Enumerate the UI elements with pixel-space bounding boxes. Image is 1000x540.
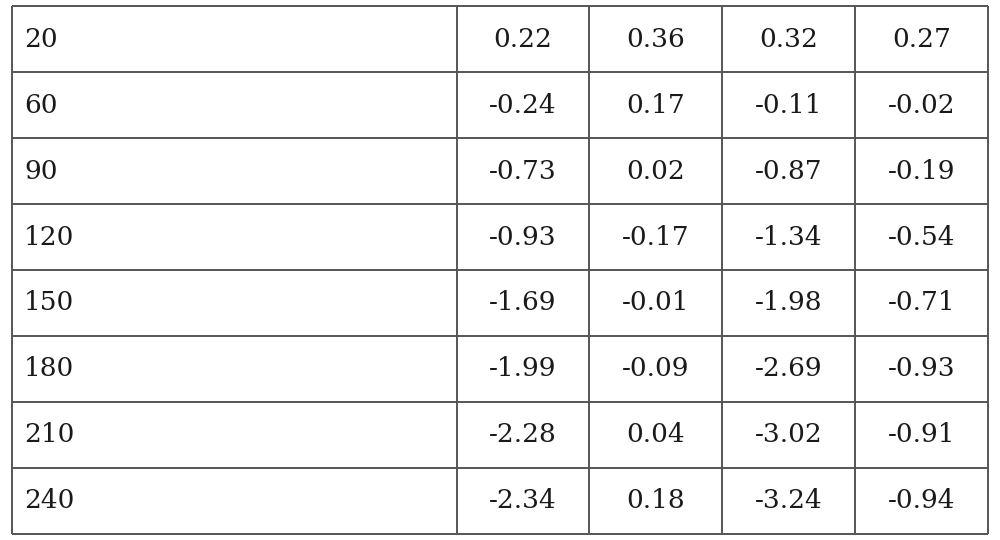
Text: 0.22: 0.22 xyxy=(494,27,552,52)
Text: 0.18: 0.18 xyxy=(627,488,685,513)
Text: -2.28: -2.28 xyxy=(489,422,557,447)
Text: -0.71: -0.71 xyxy=(888,291,955,315)
Text: -0.17: -0.17 xyxy=(622,225,690,249)
Text: -0.91: -0.91 xyxy=(888,422,955,447)
Text: -3.24: -3.24 xyxy=(755,488,823,513)
Text: -1.69: -1.69 xyxy=(489,291,557,315)
Text: 0.27: 0.27 xyxy=(892,27,951,52)
Text: -0.19: -0.19 xyxy=(888,159,955,184)
Text: 150: 150 xyxy=(24,291,74,315)
Text: 90: 90 xyxy=(24,159,58,184)
Text: -0.02: -0.02 xyxy=(888,93,955,118)
Text: -1.34: -1.34 xyxy=(755,225,823,249)
Text: 0.04: 0.04 xyxy=(627,422,685,447)
Text: -0.73: -0.73 xyxy=(489,159,557,184)
Text: 0.36: 0.36 xyxy=(626,27,685,52)
Text: 0.17: 0.17 xyxy=(626,93,685,118)
Text: -0.01: -0.01 xyxy=(622,291,690,315)
Text: 0.02: 0.02 xyxy=(626,159,685,184)
Text: -0.94: -0.94 xyxy=(888,488,955,513)
Text: 180: 180 xyxy=(24,356,74,381)
Text: -1.99: -1.99 xyxy=(489,356,557,381)
Text: 210: 210 xyxy=(24,422,74,447)
Text: 60: 60 xyxy=(24,93,58,118)
Text: 20: 20 xyxy=(24,27,58,52)
Text: -0.93: -0.93 xyxy=(489,225,557,249)
Text: -0.87: -0.87 xyxy=(755,159,823,184)
Text: -1.98: -1.98 xyxy=(755,291,822,315)
Text: -2.69: -2.69 xyxy=(755,356,823,381)
Text: 120: 120 xyxy=(24,225,74,249)
Text: -2.34: -2.34 xyxy=(489,488,557,513)
Text: -0.93: -0.93 xyxy=(888,356,955,381)
Text: -3.02: -3.02 xyxy=(755,422,823,447)
Text: -0.24: -0.24 xyxy=(489,93,557,118)
Text: 0.32: 0.32 xyxy=(759,27,818,52)
Text: -0.09: -0.09 xyxy=(622,356,690,381)
Text: 240: 240 xyxy=(24,488,74,513)
Text: -0.54: -0.54 xyxy=(888,225,955,249)
Text: -0.11: -0.11 xyxy=(755,93,822,118)
